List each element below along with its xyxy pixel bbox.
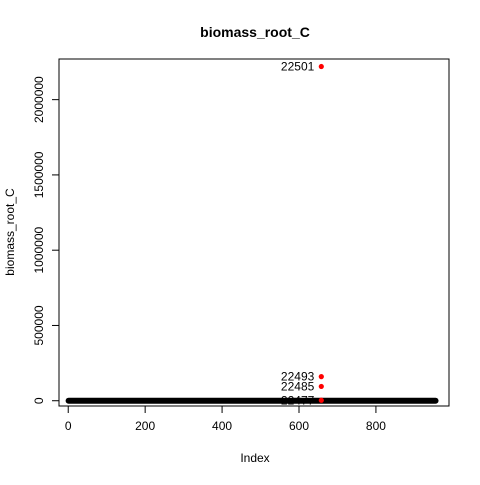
y-tick-label: 0 [32,397,46,404]
data-point [161,398,167,404]
chart-title: biomass_root_C [200,24,310,40]
data-point [257,398,264,404]
data-point [373,398,379,404]
data-point [318,374,324,380]
data-point [181,398,187,404]
y-tick-label: 500000 [32,305,46,345]
x-tick-label: 400 [212,419,232,433]
y-axis-label: biomass_root_C [3,188,17,276]
x-tick-label: 0 [65,419,72,433]
y-tick-label: 2000000 [32,76,46,123]
data-point [277,398,283,404]
point-label: 22501 [281,60,315,74]
data-point [296,398,302,404]
y-tick-label: 1500000 [32,151,46,198]
data-point [318,383,324,390]
data-point [432,398,439,404]
x-axis: 0 200 400 600 800 [65,405,386,433]
data-point [318,63,324,70]
data-point [392,398,398,404]
x-tick-label: 600 [289,419,309,433]
data-point [354,398,360,404]
data-point [238,398,244,404]
data-point [142,398,148,404]
x-axis-label: Index [240,451,269,465]
x-tick-label: 200 [135,419,155,433]
data-point [411,398,417,404]
data-point [318,397,324,403]
y-tick-label: 1000000 [32,227,46,274]
data-point [73,398,79,404]
data-point [200,398,206,404]
point-label: 22493 [281,370,315,384]
x-tick-label: 800 [366,419,386,433]
data-point [104,398,110,404]
point-label: 22477 [281,393,315,407]
point-label: 22485 [281,379,315,393]
y-axis: 0 500000 1000000 1500000 2000000 [32,76,60,404]
data-point [334,398,341,404]
data-point [66,398,72,404]
data-point [123,398,129,404]
data-point [84,398,91,404]
data-point [219,398,225,404]
